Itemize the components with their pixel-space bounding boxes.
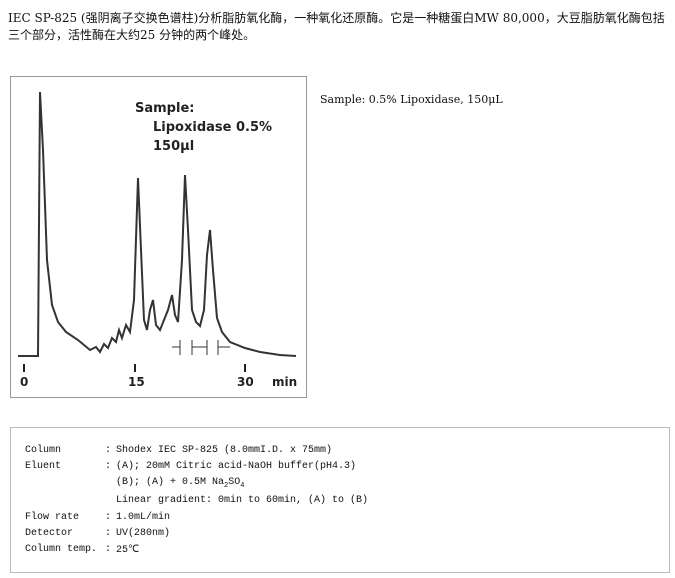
label: Eluent: [25, 461, 62, 472]
value: Linear gradient: 0min to 60min, (A) to (…: [116, 495, 369, 506]
fraction-markers: [172, 340, 230, 355]
value: 1.0mL/min: [116, 512, 171, 523]
trace: [18, 91, 297, 357]
value: (B); (A) + 0.5M Na2SO4: [116, 477, 244, 490]
text: (B); (A) + 0.5M Na: [116, 477, 225, 488]
x-unit: min: [272, 375, 297, 389]
caption: Sample: 0.5% Lipoxidase, 150μL: [320, 93, 503, 106]
colon: :: [105, 512, 112, 523]
x-tick-label: 0: [20, 375, 28, 389]
value: UV(280nm): [116, 528, 171, 539]
label: Column: [25, 445, 62, 456]
value: (A); 20mM Citric acid-NaOH buffer(pH4.3): [116, 461, 357, 472]
text: SO: [228, 477, 241, 488]
x-tick-label: 30: [237, 375, 254, 389]
subscript: 4: [240, 482, 245, 490]
colon: :: [105, 544, 112, 555]
label: Detector: [25, 528, 74, 539]
colon: :: [105, 528, 112, 539]
chromatogram: 0 15 30 min Sample: Lipoxidase 0.5% 150μ…: [18, 91, 297, 389]
subscript: 2: [224, 482, 229, 490]
intro-text: IEC SP-825 (强阴离子交换色谱柱)分析脂肪氧化酶，一种氧化还原酶。它是…: [8, 11, 665, 42]
x-ticks: [23, 364, 246, 372]
conditions-box: Column: Shodex IEC SP-825 (8.0mmI.D. x 75…: [10, 427, 670, 573]
value: 25℃: [116, 545, 140, 556]
annotation: Sample:: [135, 101, 194, 116]
annotation: Lipoxidase 0.5%: [153, 120, 272, 135]
colon: :: [105, 445, 112, 456]
label: Flow rate: [25, 512, 80, 523]
colon: :: [105, 461, 112, 472]
annotation: 150μl: [153, 139, 194, 154]
label: Column temp.: [25, 544, 98, 555]
x-tick-label: 15: [128, 375, 145, 389]
chromatogram-figure: 0 15 30 min Sample: Lipoxidase 0.5% 150μ…: [10, 76, 307, 398]
value: Shodex IEC SP-825 (8.0mmI.D. x 75mm): [116, 445, 333, 456]
